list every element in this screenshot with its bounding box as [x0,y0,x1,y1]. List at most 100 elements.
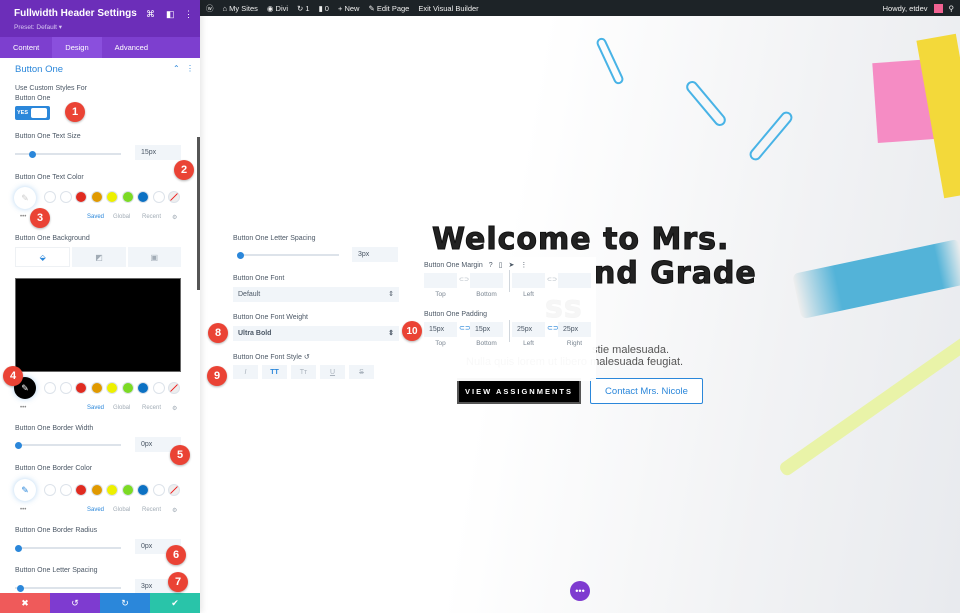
palette-tab-saved[interactable]: Saved [87,507,105,513]
padding-left-input[interactable]: 25px [512,322,545,337]
background-color-preview[interactable] [15,278,181,372]
color-swatch[interactable] [137,484,149,496]
gear-icon[interactable]: ⚙ [172,508,178,514]
color-swatch[interactable] [59,191,72,203]
color-swatch[interactable] [152,484,165,496]
float-letter-spacing-input[interactable]: 3px [352,247,398,262]
strikethrough-button[interactable]: S [349,365,374,379]
expand-icon[interactable]: ⌘ [146,9,155,19]
color-swatch[interactable] [75,382,87,394]
search-icon[interactable]: ⚲ [948,3,955,13]
color-swatch[interactable] [90,191,103,203]
preset-dropdown[interactable]: Preset: Default ▾ [14,24,63,31]
tab-design[interactable]: Design [52,37,102,58]
margin-bottom-input[interactable] [470,273,503,288]
letter-spacing-slider[interactable] [15,584,121,592]
color-swatch[interactable] [137,382,149,394]
font-weight-select[interactable]: Ultra Bold ⇕ [233,326,399,341]
section-title[interactable]: Button One [15,64,64,75]
tab-advanced[interactable]: Advanced [114,43,148,52]
howdy-user[interactable]: Howdy, etdev [882,3,928,13]
link-icon[interactable]: ⊂⊃ [459,325,471,332]
uppercase-button[interactable]: TT [262,365,287,379]
palette-tab-saved[interactable]: Saved [87,405,105,411]
more-icon[interactable]: ⋮ [184,9,193,19]
font-select[interactable]: Default ⇕ [233,287,399,302]
bg-gradient-tab[interactable]: ◩ [72,247,126,267]
padding-bottom-input[interactable]: 15px [470,322,503,337]
color-swatch[interactable] [106,484,118,496]
color-swatch[interactable] [44,382,56,394]
help-icon[interactable]: ? [488,261,493,269]
color-swatch[interactable] [90,484,103,496]
undo-button[interactable]: ↺ [50,593,100,613]
hover-icon[interactable]: ➤ [508,262,515,269]
chevron-up-icon[interactable]: ⌃ [173,64,180,73]
gear-icon[interactable]: ⚙ [172,406,178,412]
reset-icon[interactable]: ↺ [303,354,310,361]
save-button[interactable]: ✔ [150,593,200,613]
color-swatch[interactable] [152,191,165,203]
palette-tab-global[interactable]: Global [113,214,131,220]
margin-top-input[interactable] [424,273,457,288]
link-icon[interactable]: ⊂⊃ [547,325,559,332]
color-swatch[interactable] [44,484,56,496]
capitalize-button[interactable]: Tт [291,365,316,379]
tab-content[interactable]: Content [13,43,40,52]
color-swatch[interactable] [152,382,165,394]
sidebar-toggle-icon[interactable]: ◧ [166,9,175,19]
bg-image-tab[interactable]: ▣ [127,247,181,267]
more-colors-icon[interactable]: ••• [20,405,27,411]
text-size-input[interactable]: 15px [135,145,181,160]
text-size-slider[interactable] [15,150,121,158]
palette-tab-recent[interactable]: Recent [142,507,162,513]
no-color-swatch[interactable] [168,484,180,496]
color-swatch[interactable] [90,382,103,394]
contact-button[interactable]: Contact Mrs. Nicole [590,378,703,404]
more-icon[interactable]: ⋮ [186,64,194,73]
more-icon[interactable]: ⋮ [520,262,528,269]
palette-tab-recent[interactable]: Recent [142,405,162,411]
color-swatch[interactable] [121,484,134,496]
border-width-input[interactable]: 0px [135,437,181,452]
palette-tab-global[interactable]: Global [113,405,131,411]
custom-styles-toggle[interactable]: YES [15,106,50,120]
color-swatch[interactable] [106,382,118,394]
admin-edit-page[interactable]: ✎ Edit Page [368,3,410,13]
margin-left-input[interactable] [512,273,545,288]
margin-right-input[interactable] [558,273,591,288]
responsive-icon[interactable]: ▯ [498,262,503,269]
admin-updates[interactable]: ↻ 1 [297,3,310,13]
border-color-picker[interactable]: ✎ [14,479,36,501]
color-swatch[interactable] [44,191,56,203]
color-swatch[interactable] [59,484,72,496]
border-width-slider[interactable] [15,441,121,449]
padding-right-input[interactable]: 25px [558,322,591,337]
palette-tab-global[interactable]: Global [113,507,131,513]
more-options-button[interactable]: ••• [570,581,590,601]
underline-button[interactable]: U [320,365,345,379]
palette-tab-saved[interactable]: Saved [87,214,105,220]
admin-divi[interactable]: ◉ Divi [266,3,289,13]
link-icon[interactable]: ⊂⊃ [547,277,558,283]
cancel-button[interactable]: ✖ [0,593,50,613]
admin-comments[interactable]: ▮ 0 [318,3,329,13]
color-swatch[interactable] [75,191,87,203]
view-assignments-button[interactable]: VIEW ASSIGNMENTS [457,378,581,404]
color-swatch[interactable] [121,191,134,203]
border-radius-slider[interactable] [15,544,121,552]
more-colors-icon[interactable]: ••• [20,214,27,220]
text-color-picker[interactable]: ✎ [14,187,36,209]
admin-my-sites[interactable]: ⌂ My Sites [222,3,258,13]
color-swatch[interactable] [59,382,72,394]
palette-tab-recent[interactable]: Recent [142,214,162,220]
bg-color-tab[interactable]: ⬙ [15,247,71,267]
admin-new[interactable]: + New [337,3,360,13]
panel-scrollbar[interactable] [197,137,200,290]
color-swatch[interactable] [106,191,118,203]
wordpress-logo-icon[interactable]: ⓦ [206,3,214,13]
color-swatch[interactable] [75,484,87,496]
italic-button[interactable]: I [233,365,258,379]
no-color-swatch[interactable] [168,191,180,203]
no-color-swatch[interactable] [168,382,180,394]
